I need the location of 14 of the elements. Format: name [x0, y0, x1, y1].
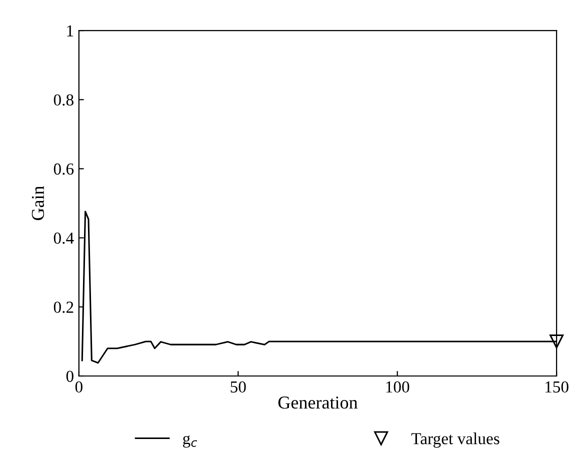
x-tick-label: 50: [230, 381, 246, 393]
y-tick-label: 0.2: [54, 302, 74, 313]
y-tick-label: 0: [66, 370, 74, 382]
x-axis-title: Generation: [278, 396, 358, 409]
y-tick-label: 1: [67, 25, 74, 36]
x-tick-label: 0: [75, 381, 82, 393]
y-tick-label: 0.8: [54, 94, 74, 106]
y-axis-title: Gain: [32, 186, 44, 220]
y-tick-label: 0.6: [54, 163, 74, 175]
x-tick-label: 150: [546, 381, 568, 393]
x-tick-label: 100: [386, 381, 410, 393]
legend-label: g$_{c}$: [182, 435, 198, 448]
legend-label: Target values: [411, 432, 500, 448]
y-tick-label: 0.4: [54, 232, 74, 244]
